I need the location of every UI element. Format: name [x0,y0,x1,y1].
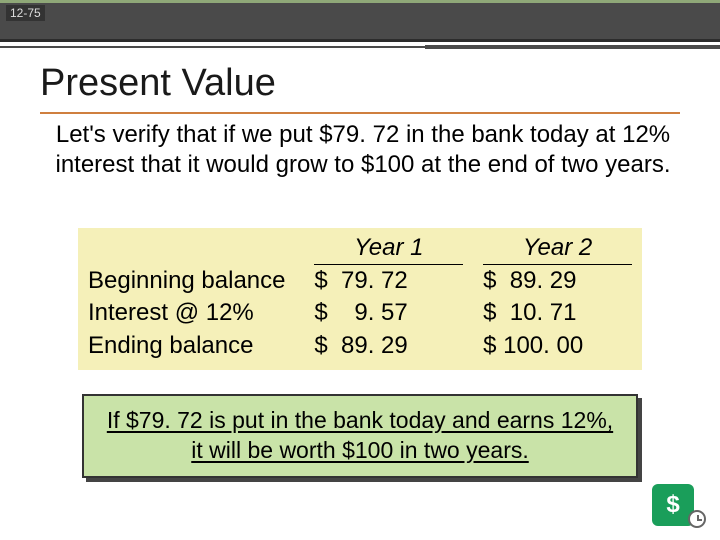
cell-y2: $ 10. 71 [483,297,632,329]
row-label: Interest @ 12% [88,297,314,329]
cell-y2: $ 100. 00 [483,330,632,362]
table-header-year1: Year 1 [314,234,463,265]
table-header-row: Year 1 Year 2 [88,234,632,265]
slide: 12-75 Present Value Let's verify that if… [0,0,720,540]
table-header-year2: Year 2 [483,234,632,265]
row-label: Beginning balance [88,265,314,297]
slide-number: 12-75 [6,5,45,21]
cell-y2: $ 89. 29 [483,265,632,297]
money-time-icon: $ [652,484,702,526]
table-row: Beginning balance $ 79. 72 $ 89. 29 [88,265,632,297]
clock-icon [688,510,706,528]
page-title: Present Value [40,62,276,105]
table-row: Ending balance $ 89. 29 $ 100. 00 [88,330,632,362]
row-label: Ending balance [88,330,314,362]
cell-y1: $ 89. 29 [314,330,463,362]
header-bar: 12-75 [0,0,720,42]
table-row: Interest @ 12% $ 9. 57 $ 10. 71 [88,297,632,329]
summary-callout: If $79. 72 is put in the bank today and … [82,394,638,478]
header-rule [0,42,720,56]
verification-table: Year 1 Year 2 Beginning balance $ 79. 72… [78,228,642,370]
cell-y1: $ 9. 57 [314,297,463,329]
title-underline [40,112,680,114]
table-header-blank [88,234,314,265]
body-paragraph: Let's verify that if we put $79. 72 in t… [46,120,680,180]
cell-y1: $ 79. 72 [314,265,463,297]
